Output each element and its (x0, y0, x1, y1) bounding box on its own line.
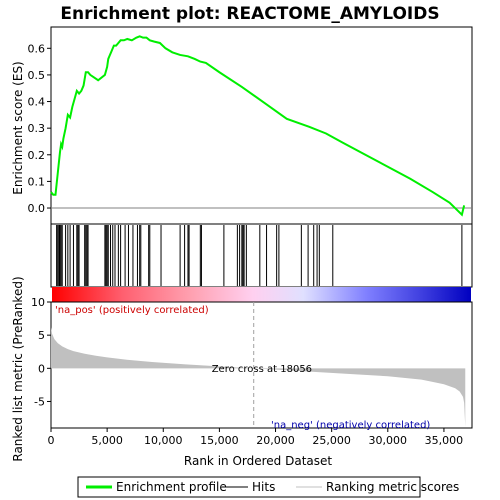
positive-correlation-label: 'na_pos' (positively correlated) (55, 305, 209, 316)
x-tick-label: 15,000 (200, 434, 239, 447)
metric-y-tick-label: 5 (38, 329, 45, 342)
x-tick-label: 25,000 (312, 434, 351, 447)
es-y-tick-label: 0.4 (28, 96, 46, 109)
es-y-tick-label: 0.1 (28, 175, 46, 188)
es-y-tick-label: 0.0 (28, 202, 46, 215)
es-y-tick-label: 0.6 (28, 42, 46, 55)
x-tick-label: 5,000 (91, 434, 123, 447)
legend-label: Ranking metric scores (326, 480, 459, 494)
legend-label: Enrichment profile (116, 480, 227, 494)
es-y-axis: 0.0 0.1 0.2 0.3 0.4 0.5 0.6 (28, 42, 51, 215)
hits-marks (56, 225, 463, 286)
enrichment-profile-line (50, 35, 466, 217)
x-tick-label: 30,000 (369, 434, 408, 447)
chart-title: Enrichment plot: REACTOME_AMYLOIDS (60, 4, 439, 24)
metric-y-tick-label: -5 (34, 395, 45, 408)
es-panel-frame (50, 26, 473, 225)
metric-ylabel: Ranked list metric (PreRanked) (11, 276, 25, 461)
hits-panel-frame (50, 223, 473, 288)
es-y-tick-label: 0.2 (28, 149, 46, 162)
ranking-color-bar (52, 287, 471, 302)
x-tick-label: 20,000 (256, 434, 295, 447)
es-y-tick-label: 0.5 (28, 69, 46, 82)
legend-label: Hits (252, 480, 275, 494)
legend-box (77, 476, 421, 498)
x-tick-label: 10,000 (144, 434, 183, 447)
negative-correlation-label: 'na_neg' (negatively correlated) (271, 420, 430, 431)
es-y-tick-label: 0.3 (28, 122, 46, 135)
metric-y-tick-label: 0 (38, 362, 45, 375)
metric-y-tick-label: 10 (31, 296, 45, 309)
es-ylabel: Enrichment score (ES) (11, 61, 25, 194)
zero-cross-label: Zero cross at 18056 (212, 364, 312, 375)
x-axis: 0 5,000 10,000 15,000 20,000 25,000 30,000 35,0… (48, 428, 464, 447)
x-axis-title: Rank in Ordered Dataset (184, 454, 332, 468)
x-tick-label: 35,000 (425, 434, 464, 447)
x-tick-label: 0 (48, 434, 55, 447)
legend: Enrichment profile Hits Ranking metric sco… (86, 480, 459, 494)
metric-y-axis: -5 0 5 10 (31, 296, 51, 408)
